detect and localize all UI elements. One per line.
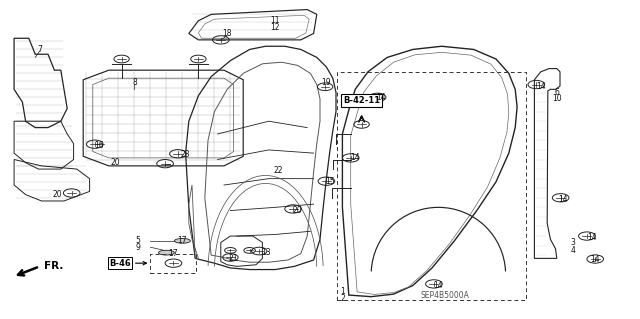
- Text: 2: 2: [340, 294, 345, 303]
- Text: 12: 12: [271, 23, 280, 32]
- Text: 1: 1: [340, 287, 345, 296]
- Text: 13: 13: [260, 248, 271, 256]
- Text: 17: 17: [168, 249, 178, 258]
- Text: 14: 14: [433, 281, 444, 290]
- Text: 22: 22: [274, 166, 283, 175]
- Text: SEP4B5000A: SEP4B5000A: [420, 291, 469, 300]
- Text: 15: 15: [324, 177, 335, 186]
- Text: 14: 14: [590, 256, 600, 264]
- Text: 6: 6: [554, 88, 559, 97]
- Text: 14: 14: [558, 195, 568, 204]
- Text: 7: 7: [37, 45, 42, 54]
- Text: 20: 20: [52, 190, 63, 199]
- Text: 14: 14: [587, 233, 597, 242]
- Text: 9: 9: [135, 243, 140, 252]
- Text: 5: 5: [135, 236, 140, 245]
- Ellipse shape: [174, 239, 191, 243]
- Text: 11: 11: [271, 16, 280, 25]
- Ellipse shape: [158, 250, 174, 255]
- Text: 19: 19: [321, 78, 332, 87]
- Text: 14: 14: [376, 93, 386, 102]
- Text: 10: 10: [552, 94, 562, 103]
- Text: B-42-11: B-42-11: [343, 96, 380, 105]
- Text: 8: 8: [132, 78, 137, 87]
- Text: 23: 23: [180, 150, 191, 159]
- Text: 16: 16: [94, 141, 104, 150]
- Text: 20: 20: [292, 206, 303, 215]
- Text: FR.: FR.: [44, 261, 63, 271]
- Text: 21: 21: [229, 254, 238, 263]
- Text: 17: 17: [177, 236, 188, 245]
- Text: 18: 18: [223, 29, 232, 38]
- Text: 14: 14: [350, 153, 360, 162]
- Text: 3: 3: [570, 238, 575, 247]
- Text: B-46: B-46: [109, 259, 147, 268]
- Text: 20: 20: [110, 158, 120, 167]
- Text: 14: 14: [536, 82, 546, 91]
- Text: 4: 4: [570, 246, 575, 255]
